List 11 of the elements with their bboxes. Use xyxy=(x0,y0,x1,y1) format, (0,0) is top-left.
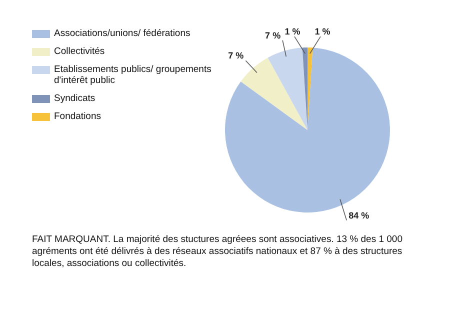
data-label: 7 % xyxy=(265,30,281,40)
legend-label: Associations/unions/ fédérations xyxy=(54,28,190,39)
data-label: 1 % xyxy=(284,26,300,37)
data-label: 84 % xyxy=(348,210,370,220)
data-label: 1 % xyxy=(314,26,330,37)
legend-label: Collectivités xyxy=(54,46,105,57)
data-label: 7 % xyxy=(228,50,244,61)
legend-label: Fondations xyxy=(54,111,102,122)
legend-label: Syndicats xyxy=(54,93,96,104)
legend-label: Etablissements publics/ groupements d'intérêt public xyxy=(54,64,212,86)
text: FAIT MARQUANT. La majorité des stuctures agréees sont associatives. 13 % des 1 000 agréments ont été délivrés à des réseaux associatifs nationaux et 87 % à des structures locales, associations ou collectivités. xyxy=(32,234,404,270)
